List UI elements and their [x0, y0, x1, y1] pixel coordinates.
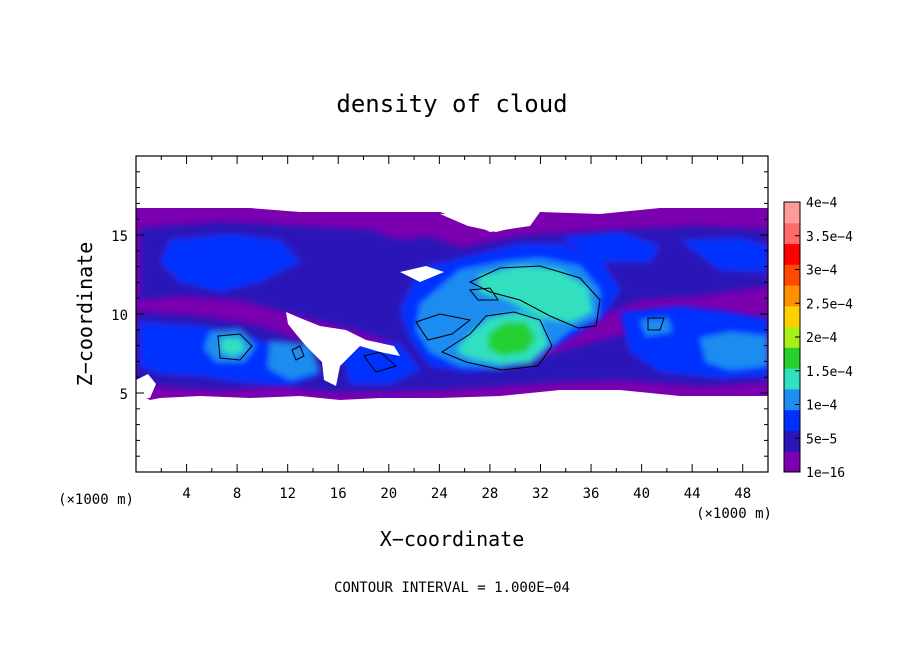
x-tick-label: 48: [734, 486, 751, 502]
colorbar-label: 4e−4: [806, 196, 837, 211]
x-tick-label: 24: [431, 486, 448, 502]
contour-lines: [217, 265, 665, 373]
colorbar-swatch: [784, 347, 800, 369]
region-green-peak: [488, 322, 536, 356]
x-tick-label: 20: [380, 486, 397, 502]
colorbar-swatch: [784, 264, 800, 286]
x-axis-title: X−coordinate: [380, 527, 525, 551]
x-unit-left: (×1000 m): [58, 492, 134, 508]
x-tick-label: 40: [633, 486, 650, 502]
contour-interval-note: CONTOUR INTERVAL = 1.000E−04: [334, 580, 570, 596]
y-axis: 5 10 15: [111, 171, 768, 457]
colorbar-swatch: [784, 202, 800, 224]
x-tick-label: 4: [182, 486, 190, 502]
colorbar-swatch: [784, 305, 800, 328]
x-tick-label: 32: [532, 486, 549, 502]
x-tick-label: 12: [279, 486, 296, 502]
x-tick-label: 36: [583, 486, 600, 502]
x-tick-label: 8: [233, 486, 241, 502]
colorbar-label: 3.5e−4: [806, 230, 853, 245]
colorbar-swatch: [784, 368, 800, 390]
density-field: [136, 208, 768, 400]
colorbar: 1e−16 5e−5 1e−4 1.5e−4 2e−4 2.5e−4 3e−4 3.5e−4 4…: [783, 196, 853, 481]
x-tick-label: 16: [330, 486, 347, 502]
colorbar-label: 5e−5: [806, 432, 837, 447]
x-axis: 4 8 12 16 20 24 28 32 36 40 44 48: [160, 156, 751, 502]
chart-title: density of cloud: [336, 90, 567, 118]
x-unit-right: (×1000 m): [696, 506, 772, 522]
gaps: [136, 212, 528, 398]
x-tick-label: 28: [481, 486, 498, 502]
y-axis-title: Z−coordinate: [73, 242, 97, 387]
x-tick-label: 44: [684, 486, 701, 502]
y-tick-label: 10: [111, 308, 128, 324]
colorbar-label: 3e−4: [806, 264, 837, 279]
colorbar-swatch: [784, 243, 800, 265]
colorbar-label: 1e−16: [806, 466, 845, 481]
colorbar-swatch: [784, 388, 800, 411]
y-tick-label: 15: [111, 229, 128, 245]
colorbar-label: 1.5e−4: [806, 365, 853, 380]
colorbar-label: 2e−4: [806, 331, 837, 346]
colorbar-swatch: [784, 285, 800, 307]
colorbar-swatch: [784, 326, 800, 348]
colorbar-label: 2.5e−4: [806, 297, 853, 312]
region-blue: [160, 234, 300, 292]
colorbar-swatch: [784, 430, 800, 452]
y-tick-label: 5: [120, 387, 128, 403]
colorbar-swatch: [784, 409, 800, 431]
colorbar-swatch: [784, 222, 800, 245]
colorbar-swatch: [784, 451, 800, 473]
region-cyan: [478, 266, 592, 322]
colorbar-label: 1e−4: [806, 399, 837, 414]
